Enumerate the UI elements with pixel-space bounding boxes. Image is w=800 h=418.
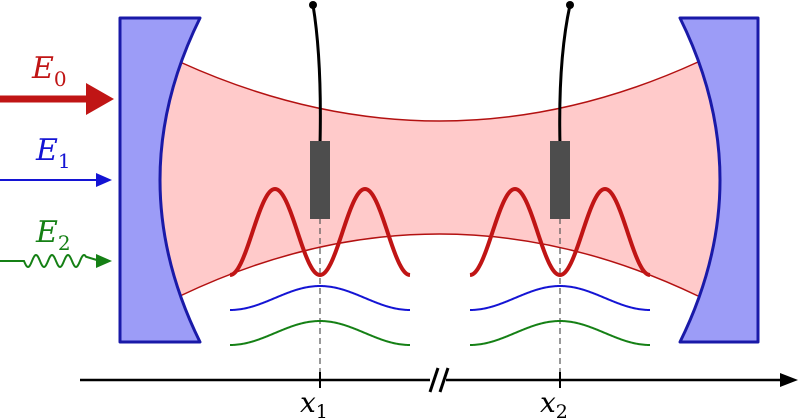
green-wave-1 [229, 319, 411, 346]
axis-break-mark-2 [438, 367, 450, 393]
blue-wave-2 [469, 284, 651, 311]
red-standing-wave-2 [469, 186, 651, 278]
e0-input-arrow [0, 83, 114, 115]
blue-wave-1 [229, 284, 411, 311]
e0-label: E0 [31, 51, 67, 91]
axis-break-mark-1 [428, 367, 440, 393]
emitter-2 [550, 141, 570, 219]
red-standing-wave-1 [229, 186, 411, 278]
position-axis [80, 366, 798, 394]
probe-wire-2-end [566, 1, 574, 9]
e2-label: E2 [35, 215, 71, 255]
probe-wire-1-end [309, 1, 317, 9]
probe-wire-2 [558, 4, 572, 146]
beam-upper-edge [179, 61, 699, 122]
green-wave-2 [469, 319, 651, 346]
left-mirror [118, 16, 202, 344]
x2-label: x2 [540, 386, 568, 418]
probe-wire-1 [311, 4, 322, 146]
beam-lower-edge [179, 233, 699, 297]
emitter-1 [310, 141, 330, 219]
x1-label: x1 [300, 386, 328, 418]
e2-input-arrow [0, 253, 112, 269]
right-mirror [678, 16, 760, 344]
e1-label: E1 [35, 133, 71, 173]
e1-input-arrow [0, 173, 112, 187]
